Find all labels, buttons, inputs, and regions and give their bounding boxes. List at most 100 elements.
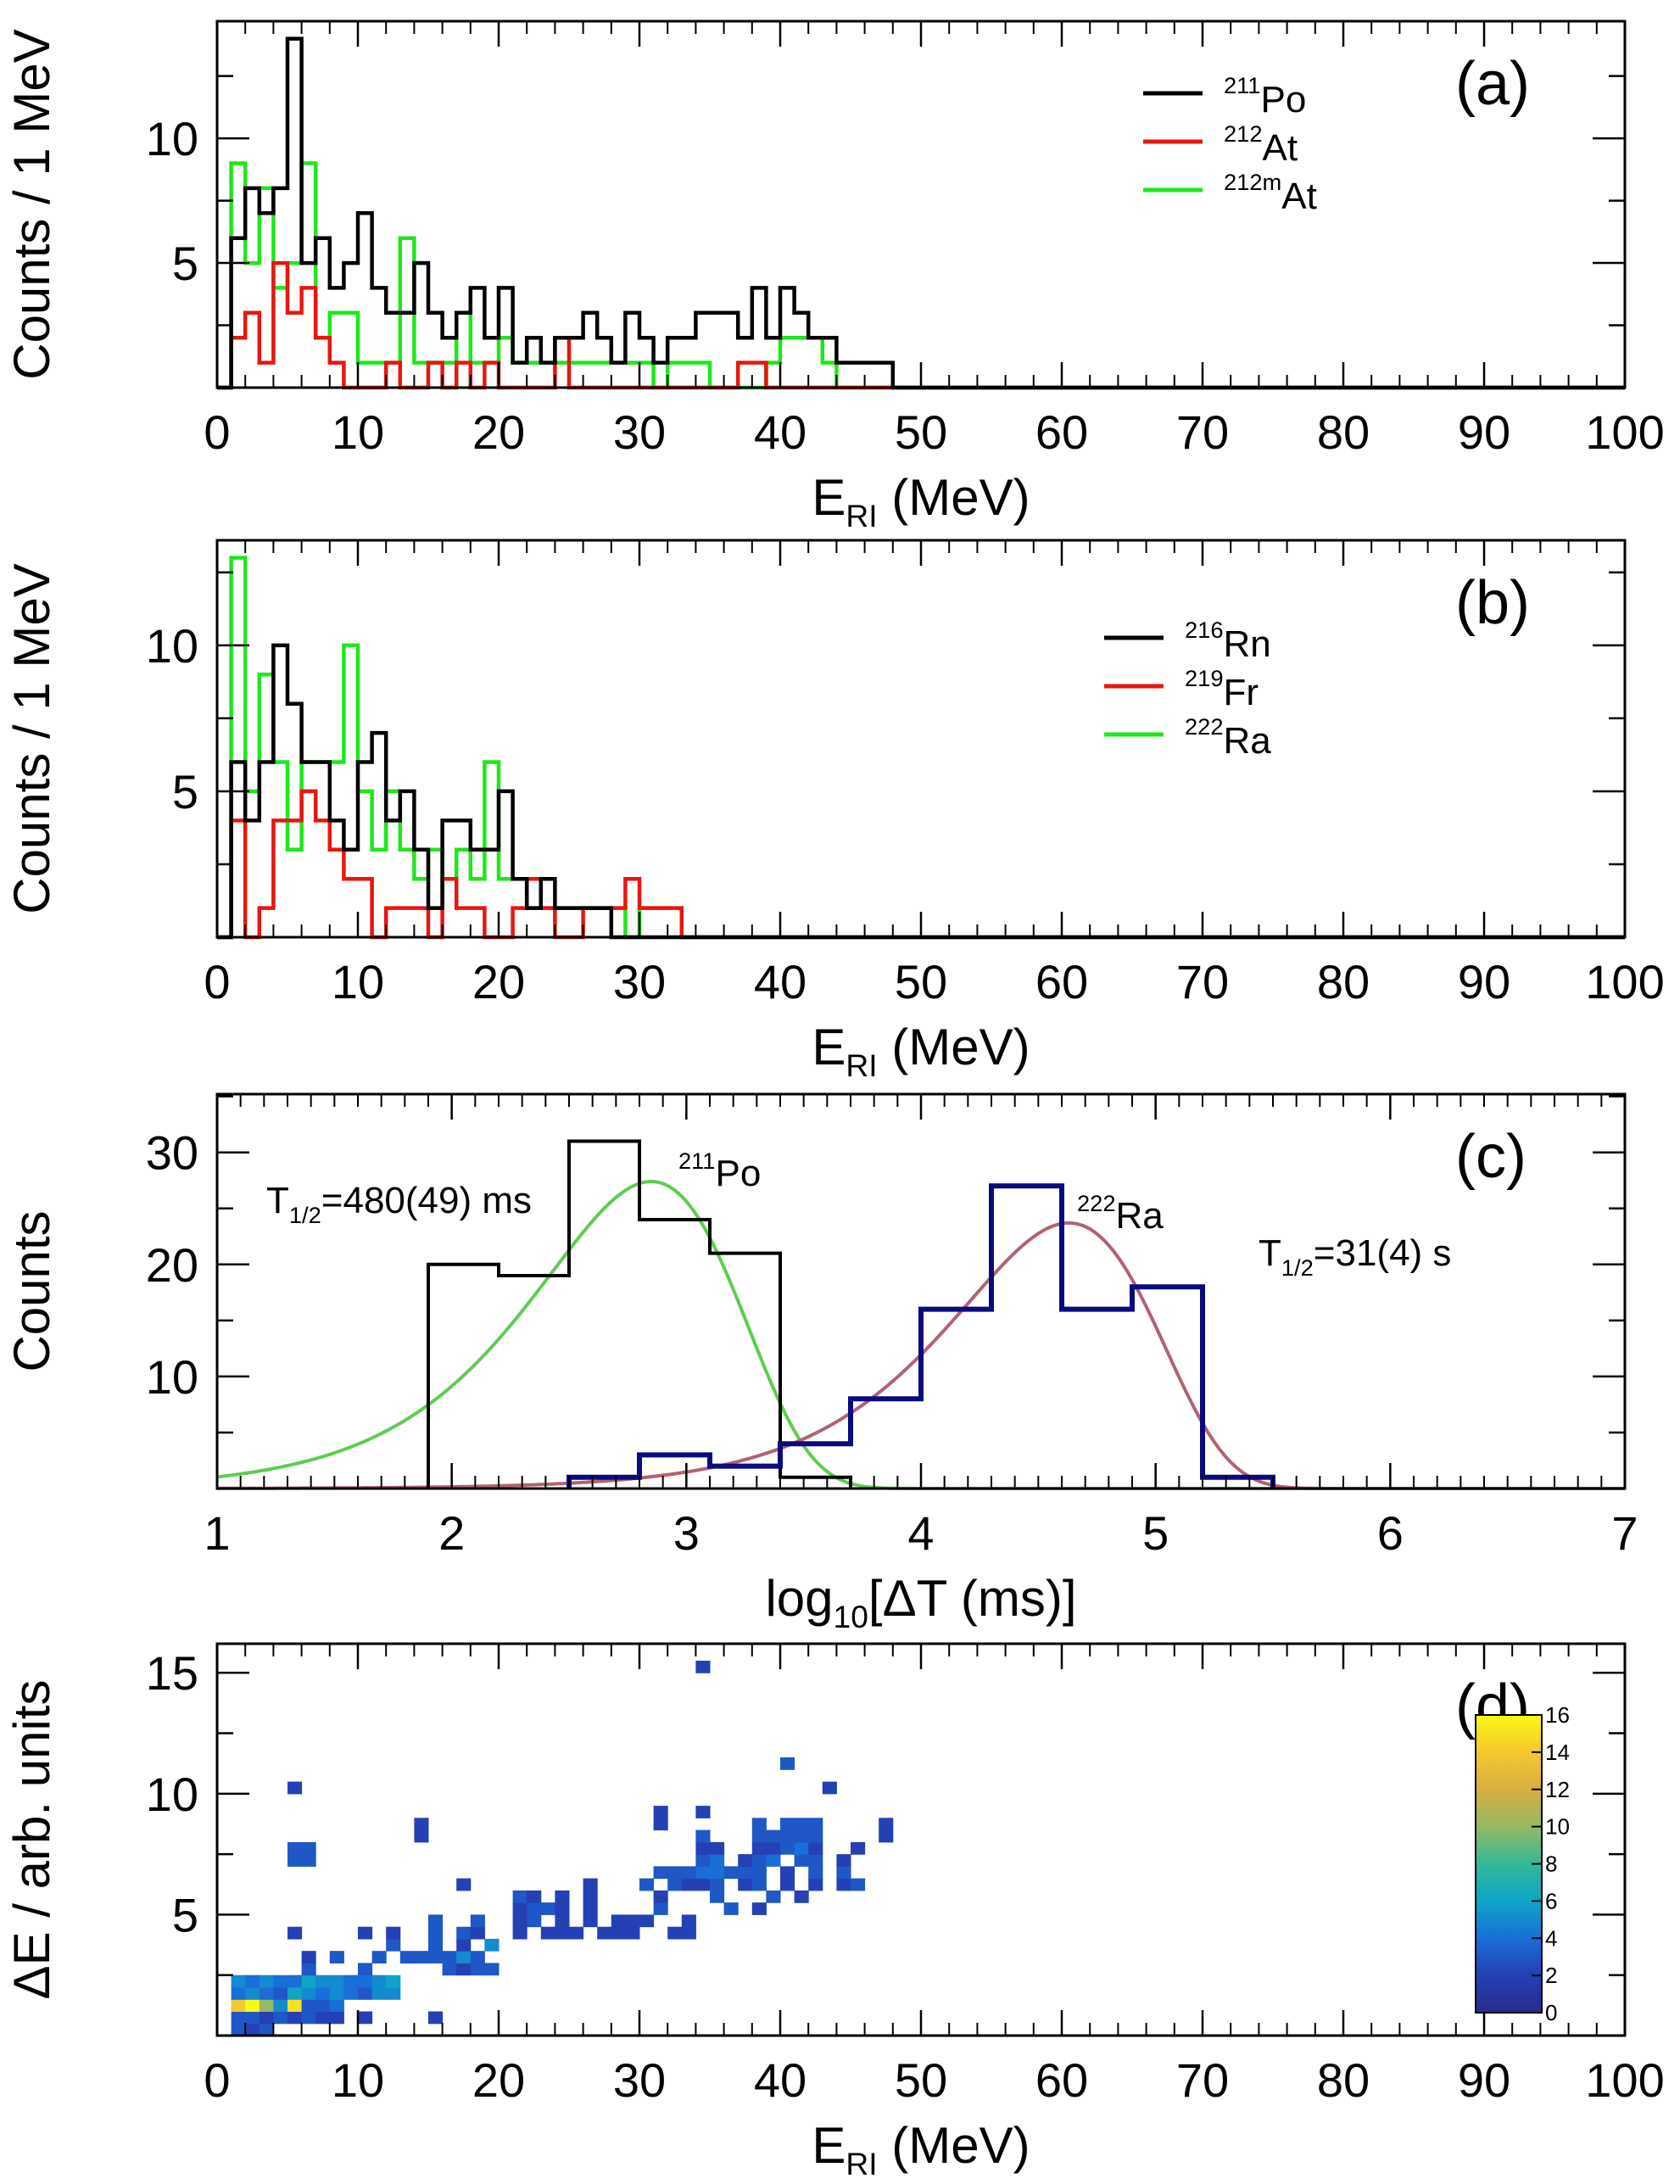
x-tick-label: 50	[895, 2053, 947, 2107]
heatmap-cell	[273, 2011, 288, 2025]
heatmap-cell	[301, 1854, 316, 1867]
label-element: Ra	[1116, 1195, 1164, 1237]
heatmap-cell	[456, 1938, 472, 1952]
heatmap-cell	[653, 1866, 668, 1880]
heatmap-cell	[555, 1890, 570, 1903]
heatmap-cell	[808, 1818, 823, 1831]
heatmap-cell	[569, 1926, 584, 1940]
heatmap-cell	[470, 1926, 485, 1940]
heatmap-cell	[879, 1818, 894, 1831]
label-mass: 211	[678, 1148, 715, 1174]
heatmap-cell	[639, 1914, 655, 1928]
heatmap-cell	[794, 1841, 809, 1855]
heatmap-cell	[527, 1902, 542, 1915]
heatmap-cell	[527, 1890, 542, 1903]
heatmap-cell	[808, 1841, 823, 1855]
heatmap-cell	[667, 1866, 683, 1880]
heatmap-cell	[527, 1914, 542, 1928]
legend-isotope-mass: 222	[1185, 713, 1224, 740]
heatmap-cell	[583, 1890, 598, 1903]
heatmap-cell	[597, 1926, 612, 1940]
x-tick-label: 30	[613, 405, 666, 459]
heatmap-cell	[358, 1963, 373, 1976]
heatmap-cell	[287, 1854, 303, 1867]
x-tick-label: 80	[1317, 2053, 1370, 2107]
y-axis-title: Counts	[3, 1210, 60, 1371]
x-tick-label: 80	[1317, 955, 1370, 1008]
heatmap-cell	[751, 1866, 767, 1880]
colorbar-scale	[1475, 1714, 1543, 2014]
heatmap-cell	[315, 1975, 331, 1988]
x-tick-label: 40	[754, 405, 807, 459]
colorbar-tick-label: 16	[1545, 1702, 1570, 1728]
x-tick-label: 60	[1035, 405, 1088, 459]
y-tick-label: 30	[146, 1126, 198, 1180]
heatmap-cell	[695, 1841, 711, 1855]
heatmap-cell	[329, 1999, 344, 2012]
heatmap-cell	[470, 1914, 485, 1928]
x-tick-label: 100	[1585, 405, 1664, 459]
x-tick-label: 30	[613, 955, 666, 1008]
x-tick-label: 50	[895, 405, 947, 459]
heatmap-cell	[512, 1902, 527, 1915]
heatmap-cell	[301, 2011, 316, 2025]
heatmap-cell	[287, 2011, 303, 2025]
heatmap-cell	[851, 1841, 866, 1855]
x-tick-label: 3	[673, 1506, 700, 1560]
legend-isotope-name: Ra	[1224, 720, 1272, 762]
heatmap-cell	[583, 1878, 598, 1891]
heatmap-cell	[245, 2011, 260, 2025]
heatmap-cell	[245, 1975, 260, 1988]
heatmap-cell	[555, 1902, 570, 1915]
colorbar-tick-label: 10	[1545, 1814, 1570, 1840]
heatmap-cell	[723, 1866, 739, 1880]
heatmap-cell	[287, 1975, 303, 1988]
heatmap-cell	[287, 1987, 303, 2000]
heatmap-cell	[667, 1926, 683, 1940]
heatmap-cell	[399, 1951, 415, 1963]
heatmap-cell	[794, 1890, 809, 1903]
legend-isotope-mass: 212	[1224, 120, 1263, 147]
heatmap-cell	[512, 1890, 527, 1903]
x-tick-label: 90	[1458, 405, 1510, 459]
heatmap-cell	[639, 1878, 655, 1891]
y-tick-label: 5	[172, 1888, 198, 1941]
heatmap-cell	[540, 1902, 555, 1915]
heatmap-cell	[358, 2011, 373, 2025]
heatmap-cell	[456, 1878, 472, 1891]
heatmap-cell	[259, 2023, 274, 2036]
heatmap-cell	[245, 2023, 260, 2036]
histogram-211Po	[217, 36, 1625, 390]
x-tick-label: 20	[472, 405, 525, 459]
x-tick-label: 60	[1035, 2053, 1088, 2107]
heatmap-cell	[695, 1661, 711, 1673]
half-life-sub: 1/2	[1281, 1254, 1314, 1281]
colorbar-tick-label: 6	[1545, 1888, 1557, 1913]
legend-entry: 212mAt	[1224, 169, 1317, 217]
heatmap-cell	[315, 1987, 331, 2000]
half-life-sub: 1/2	[289, 1202, 321, 1228]
heatmap-cell	[315, 1999, 331, 2012]
heatmap-cell	[751, 1854, 767, 1867]
heatmap-cell	[808, 1854, 823, 1867]
heatmap-cell	[653, 1818, 668, 1831]
heatmap-cell	[301, 1987, 316, 2000]
y-tick-label: 15	[146, 1646, 198, 1700]
heatmap-cell	[808, 1866, 823, 1880]
x-tick-label: 5	[1142, 1506, 1169, 1560]
x-tick-label: 4	[907, 1506, 934, 1560]
heatmap-cell	[780, 1757, 795, 1770]
heatmap-cell	[386, 1975, 401, 1988]
heatmap-cell	[583, 1902, 598, 1915]
heatmap-cell	[301, 1963, 316, 1976]
x-tick-label: 40	[754, 955, 807, 1008]
heatmap-cell	[751, 1902, 767, 1915]
heatmap-cell	[751, 1829, 767, 1843]
heatmap-cell	[512, 1914, 527, 1928]
x-tick-label: 70	[1176, 955, 1229, 1008]
heatmap-cell	[611, 1914, 626, 1928]
heatmap-cell	[611, 1926, 626, 1940]
heatmap-cell	[484, 1938, 500, 1952]
